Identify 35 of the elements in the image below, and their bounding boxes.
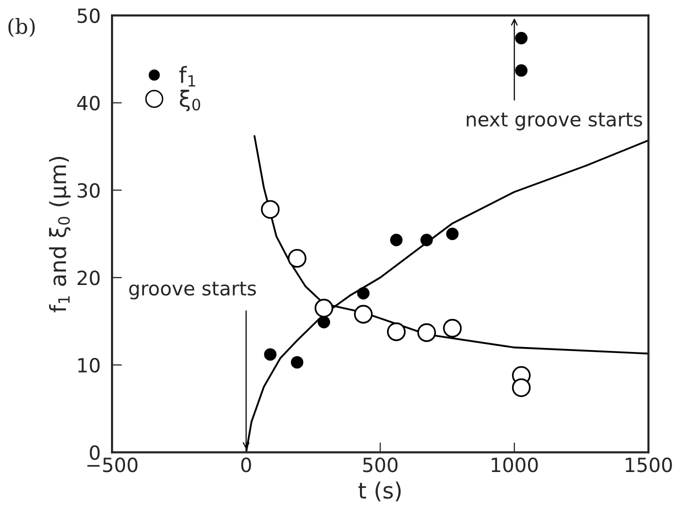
y-tick-label: 10 xyxy=(78,358,100,373)
point xyxy=(515,32,528,44)
point xyxy=(264,348,276,361)
chart-title: (b) xyxy=(8,18,35,38)
point xyxy=(318,316,330,328)
y-axis-title: f$_{1}$ and ξ$_{0}$ (μm) xyxy=(49,156,71,312)
y-tick-label: 40 xyxy=(77,96,100,110)
x-tick-label: 0 xyxy=(241,458,252,472)
x-tick-label: 500 xyxy=(363,458,398,472)
point xyxy=(354,304,373,324)
x-tick-label: −500 xyxy=(87,458,138,472)
x-tick-label: 1000 xyxy=(492,458,538,472)
x-tick-label: 1500 xyxy=(626,458,672,472)
point xyxy=(386,322,406,342)
point xyxy=(417,323,436,342)
point xyxy=(443,318,462,338)
legend-label: ξ$_{0}$ xyxy=(180,90,200,112)
x-axis-title: t (s) xyxy=(358,482,401,502)
y-tick-label: 50 xyxy=(78,8,100,24)
annotation: next groove starts xyxy=(466,112,642,130)
point xyxy=(390,234,403,246)
annotation: groove starts xyxy=(129,282,256,300)
point xyxy=(512,378,531,397)
point xyxy=(357,287,370,300)
point xyxy=(314,298,334,318)
y-tick-label: 0 xyxy=(90,445,100,460)
point xyxy=(288,248,306,268)
legend-label: f$_{1}$ xyxy=(179,66,196,87)
y-tick-label: 20 xyxy=(78,270,100,286)
point xyxy=(260,200,280,219)
y-tick-label: 30 xyxy=(78,183,100,198)
point xyxy=(515,64,528,77)
point xyxy=(446,228,459,240)
point xyxy=(290,356,304,369)
point xyxy=(420,234,433,246)
